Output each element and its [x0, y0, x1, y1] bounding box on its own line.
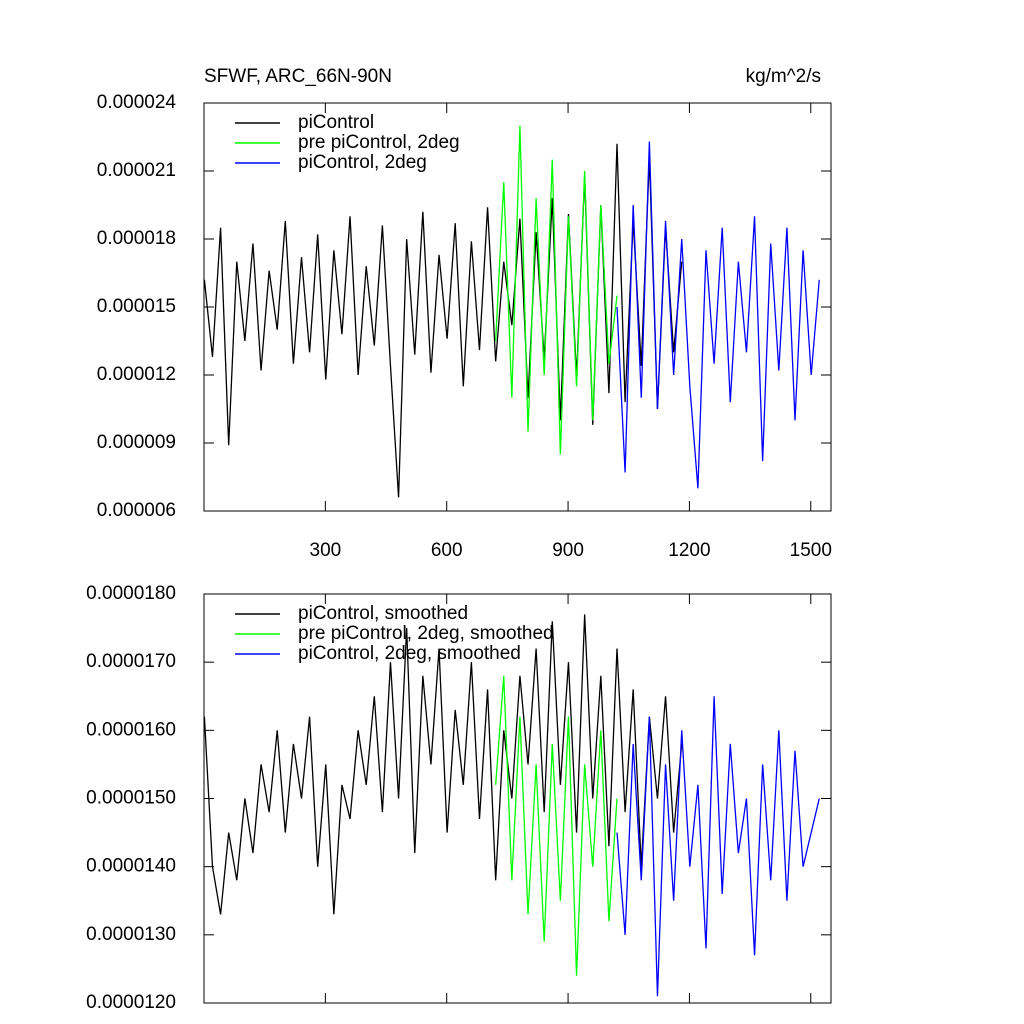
y-tick-label: 0.000012: [97, 364, 176, 385]
y-tick-label: 0.000024: [97, 92, 177, 113]
y-tick-label: 0.0000170: [86, 651, 176, 672]
y-tick-label: 0.0000180: [86, 583, 176, 604]
x-tick-label: 900: [552, 540, 584, 561]
y-tick-label: 0.000006: [97, 500, 176, 521]
y-tick-label: 0.000015: [97, 296, 176, 317]
legend-label: piControl, 2deg: [298, 152, 427, 173]
series-line: [616, 696, 820, 997]
legend-label: pre piControl, 2deg, smoothed: [298, 623, 554, 644]
series-line: [495, 675, 618, 976]
y-tick-label: 0.0000130: [86, 924, 176, 945]
y-tick-label: 0.0000160: [86, 719, 176, 740]
series-line: [616, 141, 820, 489]
legend-label: pre piControl, 2deg: [298, 132, 460, 153]
chart-title: SFWF, ARC_66N-90N: [204, 66, 392, 87]
plot-frame: [203, 593, 832, 1004]
series-line: [495, 125, 618, 455]
units-label: kg/m^2/s: [746, 66, 821, 87]
x-tick-label: 1500: [790, 540, 832, 561]
y-tick-label: 0.000021: [97, 160, 176, 181]
legend-label: piControl: [298, 112, 374, 133]
legend-label: piControl, smoothed: [298, 603, 468, 624]
x-tick-label: 600: [431, 540, 463, 561]
y-tick-label: 0.000009: [97, 432, 176, 453]
legend-label: piControl, 2deg, smoothed: [298, 643, 521, 664]
y-tick-label: 0.000018: [97, 228, 176, 249]
x-tick-label: 1200: [668, 540, 710, 561]
series-line: [203, 143, 683, 498]
y-tick-label: 0.0000120: [86, 992, 176, 1013]
x-tick-label: 300: [310, 540, 342, 561]
plot-frame: [203, 102, 832, 512]
series-line: [203, 614, 683, 915]
y-tick-label: 0.0000140: [86, 856, 176, 877]
y-tick-label: 0.0000150: [86, 788, 176, 809]
